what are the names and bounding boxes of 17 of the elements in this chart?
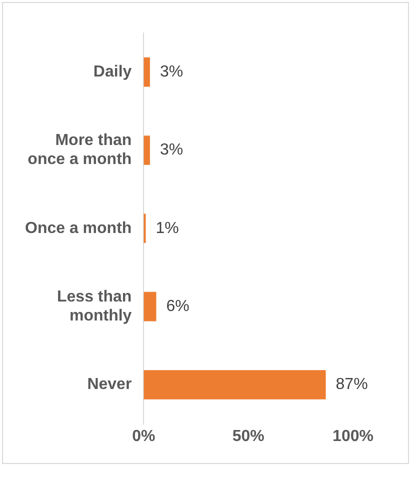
data-label: 3% <box>160 63 184 80</box>
y-tick-label: Once a month <box>24 220 132 237</box>
bar <box>144 292 156 322</box>
y-tick-label: Never <box>87 376 132 394</box>
x-tick-label: 0% <box>132 428 156 445</box>
y-tick-label: Less than monthly <box>56 288 132 325</box>
x-tick-label: 100% <box>332 428 374 445</box>
x-tick-label: 50% <box>232 428 264 445</box>
bar <box>144 57 150 87</box>
y-tick-label: Daily <box>93 63 132 80</box>
bar <box>144 370 326 400</box>
data-label: 6% <box>166 298 190 315</box>
y-tick-label: More than once a month <box>28 132 132 168</box>
bar <box>144 136 150 165</box>
data-label: 87% <box>336 376 368 394</box>
data-label: 3% <box>160 142 184 159</box>
data-label: 1% <box>156 220 179 237</box>
